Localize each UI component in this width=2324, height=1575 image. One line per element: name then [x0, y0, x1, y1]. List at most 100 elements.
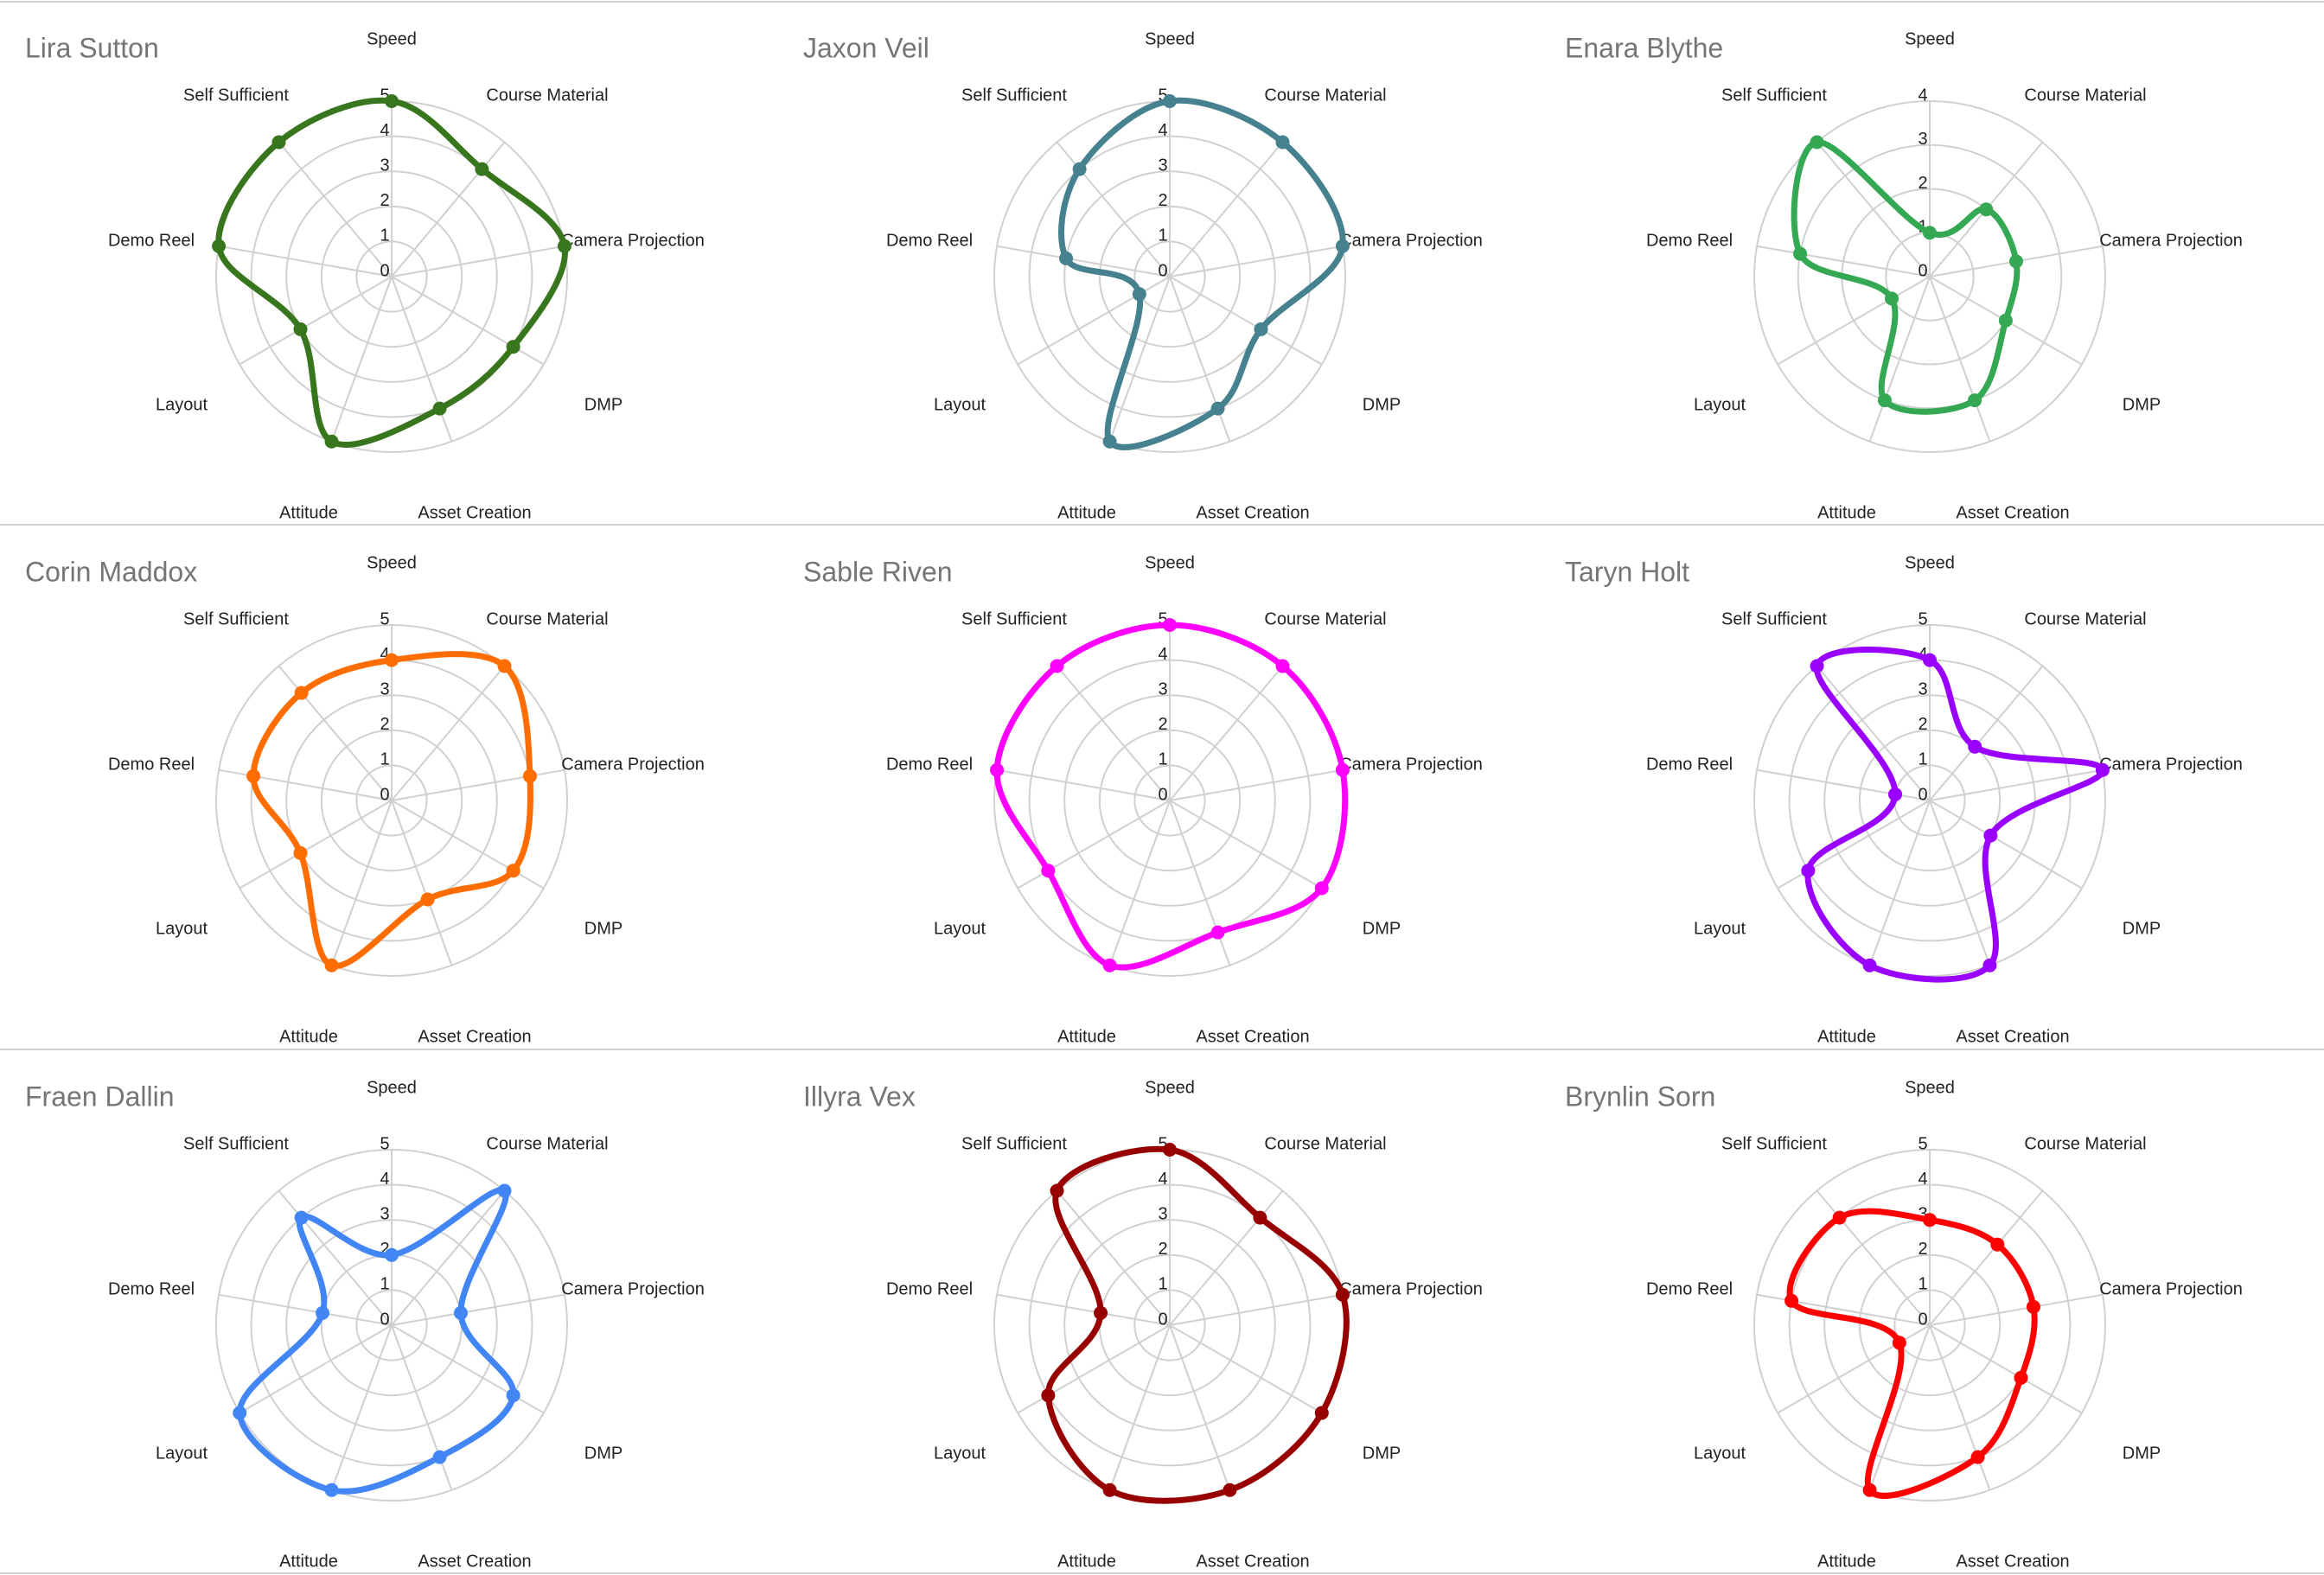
data-point: [1982, 958, 1997, 972]
data-point: [1102, 1483, 1117, 1497]
tick-label: 0: [1918, 1310, 1927, 1329]
axis-label: Camera Projection: [561, 755, 705, 774]
grid-spoke: [1017, 800, 1171, 890]
data-point: [453, 1305, 468, 1320]
data-point: [1253, 1210, 1267, 1225]
axis-label: DMP: [1363, 395, 1401, 414]
tick-label: 0: [380, 261, 389, 280]
grid-spoke: [330, 1324, 393, 1491]
tick-label: 4: [380, 121, 389, 140]
tick-label: 0: [1158, 1310, 1167, 1329]
tick-label: 2: [1158, 191, 1167, 210]
grid-spoke: [1169, 1293, 1344, 1326]
tick-label: 3: [1158, 156, 1167, 175]
chart-title: Sable Riven: [803, 556, 953, 587]
grid-spoke: [1777, 800, 1931, 890]
tick-label: 4: [380, 645, 389, 664]
axis-label: Camera Projection: [561, 231, 705, 250]
data-point: [1275, 135, 1290, 150]
grid-spoke: [391, 141, 506, 277]
tick-label: 3: [380, 679, 389, 698]
chart-title: Taryn Holt: [1565, 556, 1689, 587]
axis-label: Camera Projection: [2099, 231, 2243, 250]
axis-label: Course Material: [1264, 1134, 1386, 1153]
series-line: [1058, 97, 1346, 450]
grid-spoke: [1108, 276, 1171, 443]
chart-title: Fraen Dallin: [25, 1081, 175, 1112]
grid-spoke: [1777, 276, 1931, 366]
axis-label: Speed: [367, 29, 417, 48]
tick-label: 2: [380, 191, 389, 210]
chart-title: Enara Blythe: [1565, 32, 1723, 63]
tick-label: 5: [380, 609, 389, 628]
tick-label: 2: [1158, 715, 1167, 734]
grid-spoke: [1929, 665, 2044, 801]
data-point: [506, 340, 520, 354]
axis-label: Layout: [156, 919, 208, 938]
axis-label: Course Material: [2024, 609, 2146, 628]
data-point: [271, 135, 286, 150]
data-point: [1888, 787, 1903, 801]
data-point: [1041, 864, 1056, 878]
series-line: [1804, 646, 2106, 983]
tick-label: 2: [1158, 1240, 1167, 1259]
tick-label: 1: [1158, 750, 1167, 769]
grid-spoke: [391, 768, 565, 801]
axis-label: Attitude: [279, 1552, 338, 1571]
data-point: [385, 653, 399, 667]
grid-spoke: [1756, 768, 1931, 801]
radar-chart: Sable Riven Speed Course Material Camera Pr…: [803, 553, 1483, 1046]
grid-spoke: [218, 768, 393, 801]
data-point: [324, 434, 339, 449]
axis-label: Layout: [1694, 919, 1746, 938]
axis-label: Course Material: [1264, 609, 1386, 628]
axis-label: Self Sufficient: [961, 86, 1067, 105]
grid-spoke: [1056, 1189, 1171, 1326]
axis-label: Self Sufficient: [1721, 86, 1827, 105]
axis-label: Demo Reel: [886, 755, 973, 774]
data-point: [1275, 659, 1290, 673]
tick-label: 3: [1918, 130, 1927, 149]
data-point: [1793, 246, 1808, 261]
data-point: [1163, 1143, 1177, 1157]
data-point: [1885, 291, 1899, 306]
grid-spoke: [1816, 141, 1931, 277]
axis-label: Course Material: [486, 609, 608, 628]
axis-label: Speed: [1905, 553, 1955, 572]
grid-spoke: [278, 141, 393, 277]
axis-label: Camera Projection: [561, 1279, 705, 1298]
axis-label: DMP: [584, 395, 622, 414]
axis-label: Speed: [367, 553, 417, 572]
grid-spoke: [1929, 800, 1991, 966]
tick-label: 5: [1158, 86, 1167, 105]
tick-label: 4: [1158, 121, 1167, 140]
grid-spoke: [1777, 1324, 1931, 1414]
axis-label: Attitude: [1057, 1027, 1116, 1046]
tick-label: 3: [1918, 1204, 1927, 1223]
data-point: [1210, 401, 1225, 416]
grid-spoke: [391, 1293, 565, 1326]
grid-spoke: [330, 276, 393, 443]
grid-spoke: [1169, 1324, 1231, 1491]
chart-title: Brynlin Sorn: [1565, 1081, 1715, 1112]
data-point: [1335, 762, 1350, 777]
series-line: [250, 651, 533, 970]
grid-spoke: [218, 245, 393, 277]
data-point: [1254, 322, 1268, 336]
tick-label: 1: [380, 1275, 389, 1294]
data-point: [432, 1450, 447, 1464]
radar-chart: Jaxon Veil Speed Course Material Camera Pro…: [803, 29, 1483, 522]
axis-label: Demo Reel: [108, 755, 195, 774]
series-line: [993, 622, 1349, 971]
tick-label: 1: [1918, 1275, 1927, 1294]
axis-label: Layout: [934, 1444, 986, 1463]
grid-spoke: [996, 1293, 1171, 1326]
grid-spoke: [1816, 665, 1931, 801]
data-point: [1784, 1293, 1799, 1308]
tick-label: 2: [380, 715, 389, 734]
axis-label: Demo Reel: [886, 231, 973, 250]
axis-label: Demo Reel: [108, 1279, 195, 1298]
tick-label: 2: [1918, 715, 1927, 734]
axis-label: Speed: [1145, 553, 1195, 572]
data-point: [212, 239, 227, 253]
